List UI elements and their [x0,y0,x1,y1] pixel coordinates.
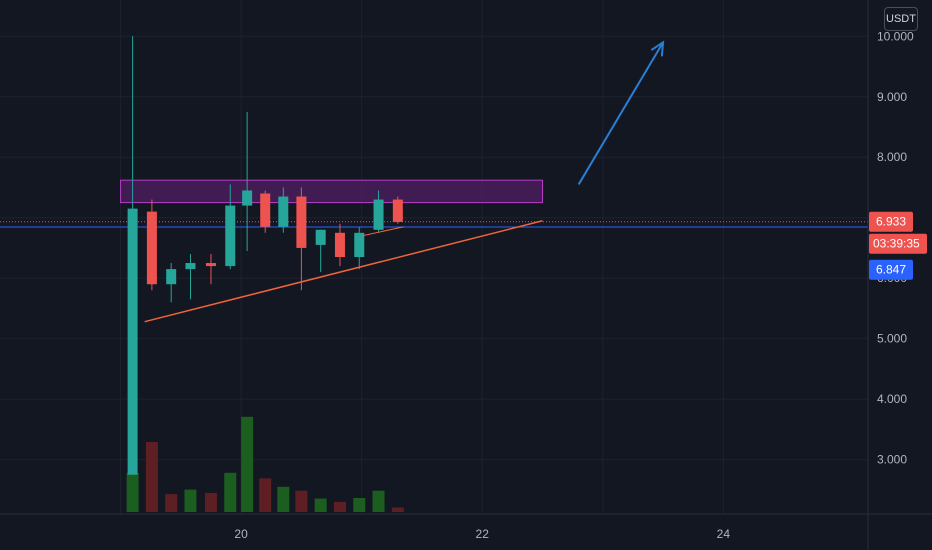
volume-bars [126,416,404,512]
drawings-front [144,40,665,323]
countdown-tag-background [869,233,927,254]
candle-body [146,211,157,285]
candle-body [185,263,196,270]
current-price-tag-background [869,259,913,280]
price-tick-label: 10.000 [877,29,914,43]
volume-bar [224,472,237,512]
volume-bar [314,498,327,512]
time-tick-label: 24 [717,527,731,541]
short-trendline [361,226,404,237]
ascending-trendline [144,219,543,323]
last-price-label: 6.933 [876,215,906,229]
volume-bar [372,490,385,512]
volume-bar [145,442,158,512]
last-price-tag-background [869,211,913,232]
candle-body [315,229,326,245]
time-axis-ticks[interactable]: 20 22 24 [234,527,730,541]
current-price-label: 6.847 [876,263,906,277]
drawings-back [120,179,544,204]
volume-bar [391,507,404,512]
candle-body [334,232,345,257]
volume-bar [241,416,254,512]
volume-bar [353,498,366,512]
candle-body [296,196,307,248]
volume-bar [184,489,197,512]
price-tick-label: 9.000 [877,90,907,104]
candle-body [373,199,384,230]
volume-bar [165,494,178,512]
volume-bar [333,501,346,512]
time-tick-label: 22 [476,527,490,541]
price-lines [0,221,868,228]
price-tick-label: 4.000 [877,392,907,406]
candle-body [166,269,177,285]
price-tick-label: 8.000 [877,150,907,164]
candle-body [225,205,236,267]
volume-bar [204,492,217,512]
time-tick-label: 20 [234,527,248,541]
countdown-label: 03:39:35 [873,237,920,251]
candle-body [278,196,289,227]
resistance-box [120,179,544,204]
candle-body [242,190,253,206]
volume-bar [259,478,272,512]
volume-bar [126,472,139,512]
last-price-tag: 6.933 03:39:35 [869,211,927,254]
volume-bar [277,486,290,512]
breakout-arrow-shaft [577,41,664,185]
candle-body [260,193,271,227]
breakout-arrow-head [650,40,665,57]
candle-body [392,199,403,222]
candle-body [354,232,365,257]
currency-button[interactable]: USDT [884,7,918,31]
current-price-tag: 6.847 [869,259,913,280]
candlesticks [127,36,403,475]
price-tick-label: 5.000 [877,332,907,346]
volume-bar [295,490,308,512]
candle-body [205,263,216,267]
price-tick-label: 3.000 [877,453,907,467]
candle-body [127,208,138,475]
